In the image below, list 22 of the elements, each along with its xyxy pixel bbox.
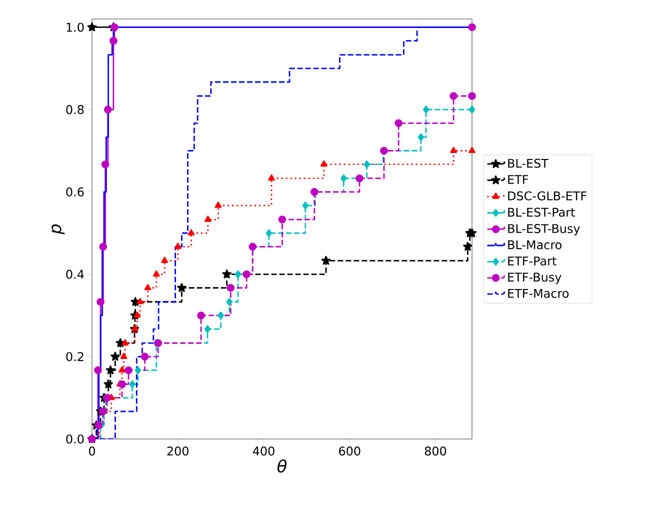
legend-label: BL-EST (508, 158, 548, 168)
legend-label: ETF-Busy (508, 272, 562, 284)
x-tick-label: 600 (339, 446, 360, 456)
y-tick-label: 0.8 (66, 105, 84, 114)
x-axis-title: θ (278, 459, 287, 473)
x-tick-label: 400 (252, 446, 274, 456)
y-tick-label: 1.0 (66, 22, 84, 32)
y-tick-label: 0.6 (66, 187, 84, 196)
x-tick-label: 200 (167, 446, 188, 456)
y-tick-label: 0.0 (66, 434, 84, 444)
legend-label: DSC-GLB-ETF (508, 191, 586, 200)
y-tick-label: 0.4 (66, 270, 84, 279)
legend-label: BL-EST-Busy (508, 224, 580, 236)
x-tick-label: 0 (88, 446, 96, 456)
legend-label: ETF-Part (508, 256, 556, 266)
x-tick-label: 800 (424, 446, 446, 456)
y-tick-label: 0.2 (66, 352, 84, 362)
legend-label: ETF-Macro (508, 288, 569, 298)
legend-label: ETF (508, 175, 528, 184)
legend-label: BL-EST-Part (508, 208, 575, 217)
legend-label: BL-Macro (508, 240, 562, 250)
y-axis-title: p (52, 224, 65, 234)
